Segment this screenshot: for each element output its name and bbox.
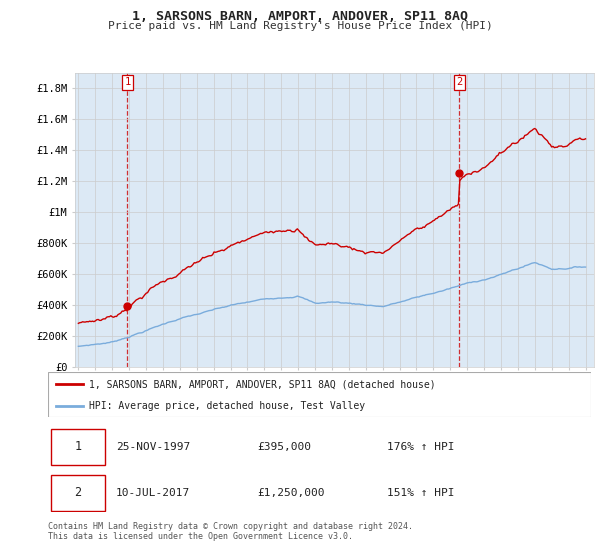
Text: Contains HM Land Registry data © Crown copyright and database right 2024.
This d: Contains HM Land Registry data © Crown c… <box>48 522 413 542</box>
Text: HPI: Average price, detached house, Test Valley: HPI: Average price, detached house, Test… <box>89 400 365 410</box>
Text: 151% ↑ HPI: 151% ↑ HPI <box>388 488 455 498</box>
Text: 25-NOV-1997: 25-NOV-1997 <box>116 442 190 452</box>
Text: 2: 2 <box>456 77 463 87</box>
Text: £1,250,000: £1,250,000 <box>257 488 325 498</box>
Text: 1: 1 <box>124 77 131 87</box>
Text: 1, SARSONS BARN, AMPORT, ANDOVER, SP11 8AQ: 1, SARSONS BARN, AMPORT, ANDOVER, SP11 8… <box>132 10 468 23</box>
Text: £395,000: £395,000 <box>257 442 311 452</box>
Bar <box>51 475 105 511</box>
Text: 10-JUL-2017: 10-JUL-2017 <box>116 488 190 498</box>
Bar <box>51 429 105 465</box>
Text: 176% ↑ HPI: 176% ↑ HPI <box>388 442 455 452</box>
Text: Price paid vs. HM Land Registry's House Price Index (HPI): Price paid vs. HM Land Registry's House … <box>107 21 493 31</box>
Text: 2: 2 <box>74 486 82 499</box>
Text: 1, SARSONS BARN, AMPORT, ANDOVER, SP11 8AQ (detached house): 1, SARSONS BARN, AMPORT, ANDOVER, SP11 8… <box>89 379 436 389</box>
Text: 1: 1 <box>74 441 82 454</box>
